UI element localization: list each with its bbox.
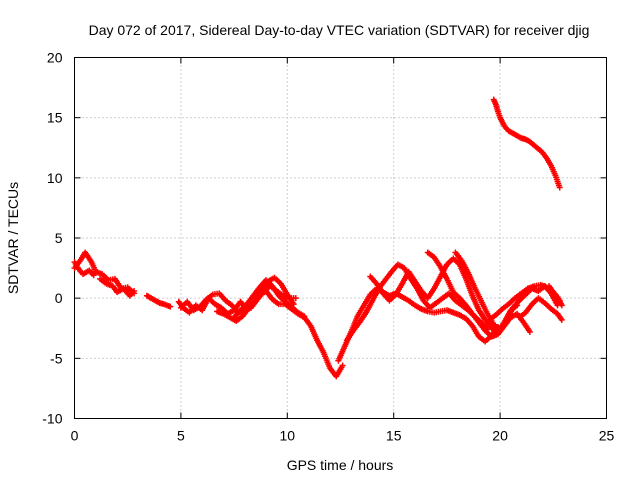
y-axis-label: SDTVAR / TECUs bbox=[5, 182, 21, 294]
x-tick-label: 15 bbox=[386, 428, 402, 444]
chart-title: Day 072 of 2017, Sidereal Day-to-day VTE… bbox=[89, 22, 590, 38]
y-tick-label: 10 bbox=[47, 170, 63, 186]
y-tick-label: 0 bbox=[55, 290, 63, 306]
data-point bbox=[90, 272, 97, 279]
data-point bbox=[301, 313, 308, 320]
data-point bbox=[558, 316, 565, 323]
data-point bbox=[526, 328, 533, 335]
y-tick-label: 5 bbox=[55, 230, 63, 246]
x-tick-label: 10 bbox=[280, 428, 296, 444]
x-tick-label: 20 bbox=[492, 428, 508, 444]
grid-lines bbox=[74, 57, 607, 419]
x-tick-label: 25 bbox=[599, 428, 615, 444]
x-axis-label: GPS time / hours bbox=[287, 457, 394, 473]
data-point bbox=[167, 303, 174, 310]
y-tick-label: 20 bbox=[47, 50, 63, 66]
y-tick-label: -10 bbox=[42, 411, 62, 427]
data-point bbox=[339, 362, 346, 369]
x-tick-label: 5 bbox=[177, 428, 185, 444]
data-point bbox=[131, 287, 138, 294]
y-tick-label: -5 bbox=[50, 350, 63, 366]
y-tick-label: 15 bbox=[47, 110, 63, 126]
data-points bbox=[71, 96, 565, 380]
data-point bbox=[292, 295, 299, 302]
data-point bbox=[556, 184, 563, 191]
x-tick-label: 0 bbox=[71, 428, 79, 444]
data-point bbox=[558, 302, 565, 309]
axis-ticks: 0 5 10 15 20 25 -10 -5 0 5 10 15 20 bbox=[42, 50, 614, 444]
